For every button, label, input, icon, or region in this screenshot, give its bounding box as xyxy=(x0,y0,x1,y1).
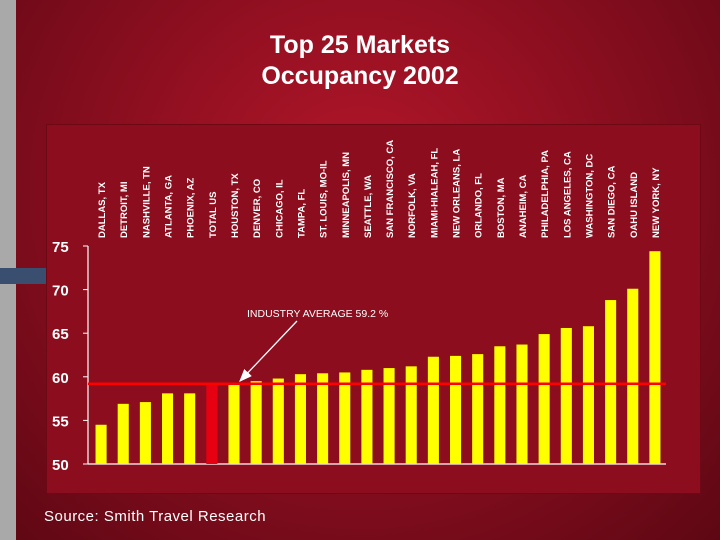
bar-los-angeles-ca xyxy=(560,327,572,464)
category-label-san-francisco-ca: SAN FRANCISCO, CA xyxy=(385,140,396,238)
category-label-orlando-fl: ORLANDO, FL xyxy=(474,173,485,238)
category-label-norfolk-va: NORFOLK, VA xyxy=(407,173,418,238)
bar-houston-tx xyxy=(228,382,240,464)
bar-orlando-fl xyxy=(472,354,484,464)
y-tick-label-75: 75 xyxy=(52,239,69,256)
left-decor-notch xyxy=(0,268,46,284)
annotation-arrow xyxy=(239,320,298,382)
bar-philadelphia-pa xyxy=(538,334,550,464)
y-tick-label-70: 70 xyxy=(52,283,69,300)
category-label-new-york-ny: NEW YORK, NY xyxy=(651,167,662,238)
bar-norfolk-va xyxy=(405,366,417,464)
bar-st-louis-mo-il xyxy=(317,373,329,464)
category-label-minneapolis-mn: MINNEAPOLIS, MN xyxy=(341,152,352,238)
category-label-houston-tx: HOUSTON, TX xyxy=(230,173,241,238)
title-line-1: Top 25 Markets xyxy=(269,31,451,59)
y-tick-label-50: 50 xyxy=(52,457,69,474)
bar-oahu-island xyxy=(627,288,639,464)
category-label-miami-hialeah-fl: MIAMI-HIALEAH, FL xyxy=(429,148,440,238)
category-label-detroit-mi: DETROIT, MI xyxy=(119,182,130,238)
category-label-san-diego-ca: SAN DIEGO, CA xyxy=(607,166,618,238)
category-label-anaheim-ca: ANAHEIM, CA xyxy=(518,175,529,238)
category-label-nashville-tn: NASHVILLE, TN xyxy=(141,166,152,238)
y-tick-label-65: 65 xyxy=(52,326,69,343)
category-label-phoenix-az: PHOENIX, AZ xyxy=(186,177,197,238)
bar-anaheim-ca xyxy=(516,344,528,464)
bar-san-diego-ca xyxy=(605,300,617,464)
bar-tampa-fl xyxy=(294,374,306,464)
category-label-total-us: TOTAL US xyxy=(208,192,219,238)
bar-boston-ma xyxy=(494,346,506,464)
bar-washington-dc xyxy=(582,326,594,464)
y-tick-label-60: 60 xyxy=(52,370,69,387)
category-label-washington-dc: WASHINGTON, DC xyxy=(584,154,595,238)
bar-san-francisco-ca xyxy=(383,368,395,464)
bar-nashville-tn xyxy=(139,402,151,464)
bar-chicago-il xyxy=(272,378,284,464)
category-label-oahu-island: OAHU ISLAND xyxy=(629,172,640,238)
category-label-denver-co: DENVER, CO xyxy=(252,179,263,238)
title-line-2: Occupancy 2002 xyxy=(261,62,459,90)
category-label-boston-ma: BOSTON, MA xyxy=(496,177,507,238)
category-label-los-angeles-ca: LOS ANGELES, CA xyxy=(562,151,573,238)
bar-seattle-wa xyxy=(361,369,373,464)
category-label-seattle-wa: SEATTLE, WA xyxy=(363,175,374,238)
bar-new-york-ny xyxy=(649,251,661,464)
bar-phoenix-az xyxy=(184,393,196,464)
category-label-new-orleans-la: NEW ORLEANS, LA xyxy=(452,149,463,238)
bar-minneapolis-mn xyxy=(339,372,351,464)
bar-dallas-tx xyxy=(95,424,107,464)
category-label-dallas-tx: DALLAS, TX xyxy=(97,181,108,238)
industry-average-label: INDUSTRY AVERAGE 59.2 % xyxy=(247,308,388,320)
bar-miami-hialeah-fl xyxy=(427,356,439,464)
bar-denver-co xyxy=(250,381,262,464)
category-label-atlanta-ga: ATLANTA, GA xyxy=(164,175,175,238)
bar-new-orleans-la xyxy=(450,355,462,464)
slide-title: Top 25 Markets Occupancy 2002 xyxy=(0,30,720,92)
bar-atlanta-ga xyxy=(162,393,174,464)
category-label-philadelphia-pa: PHILADELPHIA, PA xyxy=(540,150,551,238)
category-label-tampa-fl: TAMPA, FL xyxy=(296,189,307,238)
source-note: Source: Smith Travel Research xyxy=(44,508,267,525)
y-tick-label-55: 55 xyxy=(52,413,69,430)
category-label-chicago-il: CHICAGO, IL xyxy=(274,179,285,238)
bar-detroit-mi xyxy=(117,403,129,464)
category-label-st-louis-mo-il: ST. LOUIS, MO-IL xyxy=(319,160,330,238)
bar-total-us xyxy=(206,383,218,464)
